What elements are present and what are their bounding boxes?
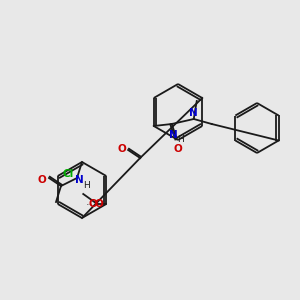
Text: H: H	[177, 134, 184, 143]
Text: H: H	[82, 181, 89, 190]
Text: O: O	[117, 144, 126, 154]
Text: O: O	[88, 199, 97, 209]
Text: Cl: Cl	[63, 169, 74, 179]
Text: O: O	[37, 175, 46, 185]
Text: N: N	[169, 130, 178, 140]
Text: O: O	[94, 199, 103, 209]
Text: methoxy: methoxy	[87, 203, 93, 205]
Text: N: N	[75, 175, 83, 185]
Text: O: O	[173, 144, 182, 154]
Text: N: N	[189, 108, 198, 118]
